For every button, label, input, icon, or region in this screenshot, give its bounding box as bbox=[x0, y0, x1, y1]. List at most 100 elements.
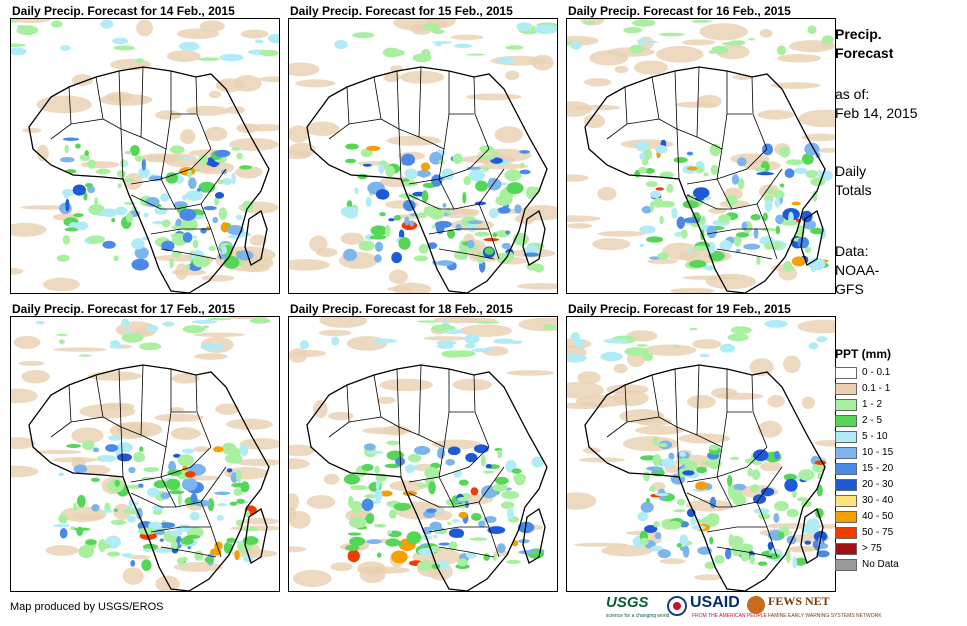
rain-patch bbox=[724, 547, 732, 560]
rain-patch bbox=[641, 158, 649, 166]
dry-patch bbox=[208, 90, 222, 99]
rain-patch bbox=[682, 200, 699, 209]
dry-patch bbox=[295, 79, 336, 88]
rain-patch bbox=[654, 145, 668, 154]
rain-patch bbox=[404, 216, 410, 226]
country-border bbox=[160, 546, 217, 558]
rain-patch bbox=[254, 39, 264, 44]
rain-patch bbox=[227, 235, 244, 239]
rain-patch bbox=[204, 556, 214, 563]
rain-patch bbox=[85, 539, 97, 546]
country-border bbox=[686, 492, 732, 508]
dry-patch bbox=[289, 62, 320, 77]
dry-patch bbox=[506, 370, 555, 376]
dry-patch bbox=[36, 144, 49, 162]
dry-patch bbox=[567, 492, 597, 510]
dry-patch bbox=[757, 420, 783, 438]
rain-patch bbox=[801, 153, 814, 165]
country-border bbox=[408, 492, 454, 508]
rain-patch bbox=[525, 186, 537, 199]
rain-patch bbox=[98, 539, 107, 552]
rain-patch bbox=[221, 246, 228, 255]
dry-patch bbox=[583, 447, 601, 454]
rain-patch bbox=[60, 156, 75, 163]
dry-patch bbox=[567, 381, 605, 399]
dry-patch bbox=[815, 524, 835, 529]
rain-patch bbox=[570, 332, 581, 342]
rain-patch bbox=[350, 484, 368, 491]
rain-patch bbox=[138, 342, 162, 351]
rain-patch bbox=[649, 545, 664, 552]
country-border bbox=[398, 364, 422, 436]
rain-patch bbox=[386, 440, 401, 446]
rain-patch bbox=[428, 481, 436, 495]
rain-patch bbox=[719, 343, 736, 353]
rain-patch bbox=[777, 531, 785, 539]
legend-item: 20 - 30 bbox=[835, 478, 893, 492]
forecast-panel-16: Daily Precip. Forecast for 16 Feb., 2015 bbox=[566, 4, 836, 294]
rain-patch bbox=[635, 344, 649, 347]
rain-patch bbox=[162, 321, 175, 327]
rain-patch bbox=[666, 183, 674, 194]
rain-patch bbox=[531, 456, 544, 468]
dry-patch bbox=[136, 19, 153, 37]
rain-patch bbox=[699, 215, 706, 226]
rain-patch bbox=[240, 481, 250, 493]
rain-patch bbox=[179, 208, 197, 221]
rain-patch bbox=[106, 551, 121, 557]
rain-patch bbox=[219, 53, 244, 62]
rain-patch bbox=[519, 150, 531, 154]
precip-map bbox=[566, 18, 836, 294]
rain-patch bbox=[229, 501, 238, 506]
rain-patch bbox=[343, 473, 361, 485]
rain-patch bbox=[108, 435, 123, 441]
legend-label: 30 - 40 bbox=[862, 495, 894, 506]
country-border bbox=[716, 148, 768, 180]
dry-patch bbox=[346, 336, 388, 351]
rain-patch bbox=[640, 501, 654, 513]
rain-patch bbox=[413, 445, 431, 455]
rain-patch bbox=[109, 340, 121, 346]
dry-patch bbox=[459, 324, 513, 337]
rain-patch bbox=[169, 530, 183, 536]
rain-patch bbox=[443, 329, 464, 335]
rain-patch bbox=[64, 227, 79, 232]
country-border bbox=[130, 492, 176, 508]
rain-patch bbox=[653, 197, 664, 208]
rain-patch bbox=[184, 471, 196, 478]
rain-patch bbox=[774, 197, 781, 208]
dry-patch bbox=[505, 70, 520, 81]
dry-patch bbox=[694, 574, 723, 581]
rain-patch bbox=[385, 165, 396, 178]
rain-patch bbox=[764, 241, 772, 250]
dry-patch bbox=[18, 360, 45, 366]
rain-patch bbox=[463, 175, 471, 186]
rain-patch bbox=[766, 553, 781, 560]
dry-patch bbox=[451, 34, 484, 40]
rain-patch bbox=[805, 169, 819, 179]
rain-patch bbox=[427, 242, 438, 249]
precip-map bbox=[10, 18, 280, 294]
rain-patch bbox=[729, 536, 744, 547]
country-border bbox=[716, 446, 768, 478]
rain-patch bbox=[508, 340, 523, 345]
rain-patch bbox=[143, 212, 149, 218]
dry-patch bbox=[798, 109, 835, 128]
dry-patch bbox=[592, 238, 631, 251]
rain-patch bbox=[637, 511, 649, 522]
rain-patch bbox=[730, 326, 752, 334]
rain-patch bbox=[347, 549, 360, 563]
rain-patch bbox=[657, 252, 669, 261]
usaid-seal-icon bbox=[667, 596, 687, 616]
country-border bbox=[438, 466, 505, 508]
country-border bbox=[428, 526, 489, 533]
dry-patch bbox=[613, 363, 628, 374]
rain-patch bbox=[214, 192, 225, 199]
rain-patch bbox=[374, 254, 382, 263]
rain-patch bbox=[152, 509, 163, 515]
rain-patch bbox=[374, 465, 380, 474]
rain-patch bbox=[59, 527, 68, 539]
country-border bbox=[438, 168, 505, 210]
legend-swatch bbox=[835, 479, 857, 491]
coastline bbox=[306, 364, 548, 591]
